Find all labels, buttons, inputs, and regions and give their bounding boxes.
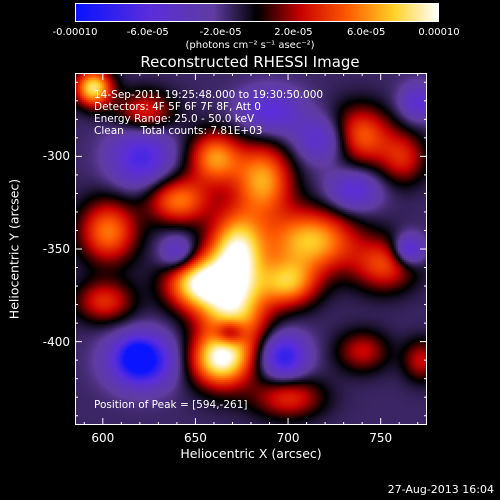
y-axis-label: Heliocentric Y (arcsec) (6, 178, 22, 320)
peak-position-label: Position of Peak = [594,-261] (94, 399, 248, 411)
colorbar-units: (photons cm⁻² s⁻¹ asec⁻²) (185, 40, 315, 51)
colorbar-tick-label: -6.0e-05 (126, 27, 169, 38)
y-tick-label: -350 (42, 242, 70, 256)
x-tick-label: 650 (183, 431, 207, 445)
heatmap-image (76, 74, 426, 424)
annotation-clean-counts: Clean Total counts: 7.81E+03 (94, 125, 263, 137)
x-tick-label: 600 (91, 431, 115, 445)
y-tick-label: -400 (42, 334, 70, 349)
annotation-detectors: Detectors: 4F 5F 6F 7F 8F, Att 0 (94, 101, 261, 113)
x-axis-label: Heliocentric X (arcsec) (180, 446, 322, 461)
y-tick-label: -300 (42, 149, 70, 164)
colorbar-tick-label: 6.0e-05 (346, 27, 386, 38)
plot-area (75, 73, 427, 425)
colorbar-tick-label: -0.00010 (52, 27, 98, 38)
colorbar-tick-label: 0.00010 (418, 27, 460, 38)
chart-title: Reconstructed RHESSI Image (140, 53, 360, 71)
annotation-energy-range: Energy Range: 25.0 - 50.0 keV (94, 113, 255, 125)
x-tick-label: 750 (369, 431, 393, 445)
colorbar-tick-label: -2.0e-05 (199, 27, 242, 38)
colorbar-tick-label: 2.0e-05 (274, 27, 313, 38)
annotation-time-range: 14-Sep-2011 19:25:48.000 to 19:30:50.000 (94, 89, 324, 101)
x-tick-label: 700 (276, 431, 300, 445)
colorbar (75, 3, 439, 22)
date-stamp: 27-Aug-2013 16:04 (387, 483, 494, 496)
